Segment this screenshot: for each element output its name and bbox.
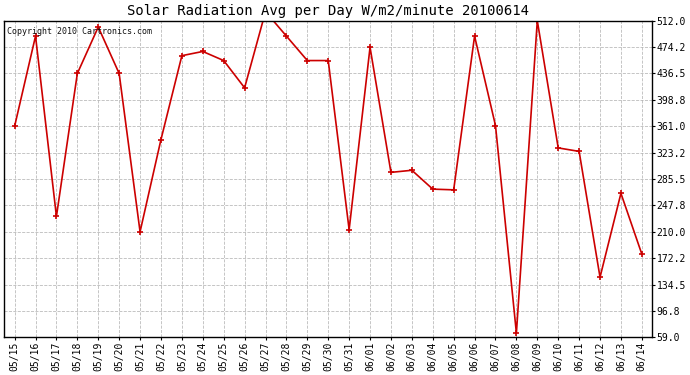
Title: Solar Radiation Avg per Day W/m2/minute 20100614: Solar Radiation Avg per Day W/m2/minute … — [127, 4, 529, 18]
Text: Copyright 2010 Cartronics.com: Copyright 2010 Cartronics.com — [8, 27, 152, 36]
